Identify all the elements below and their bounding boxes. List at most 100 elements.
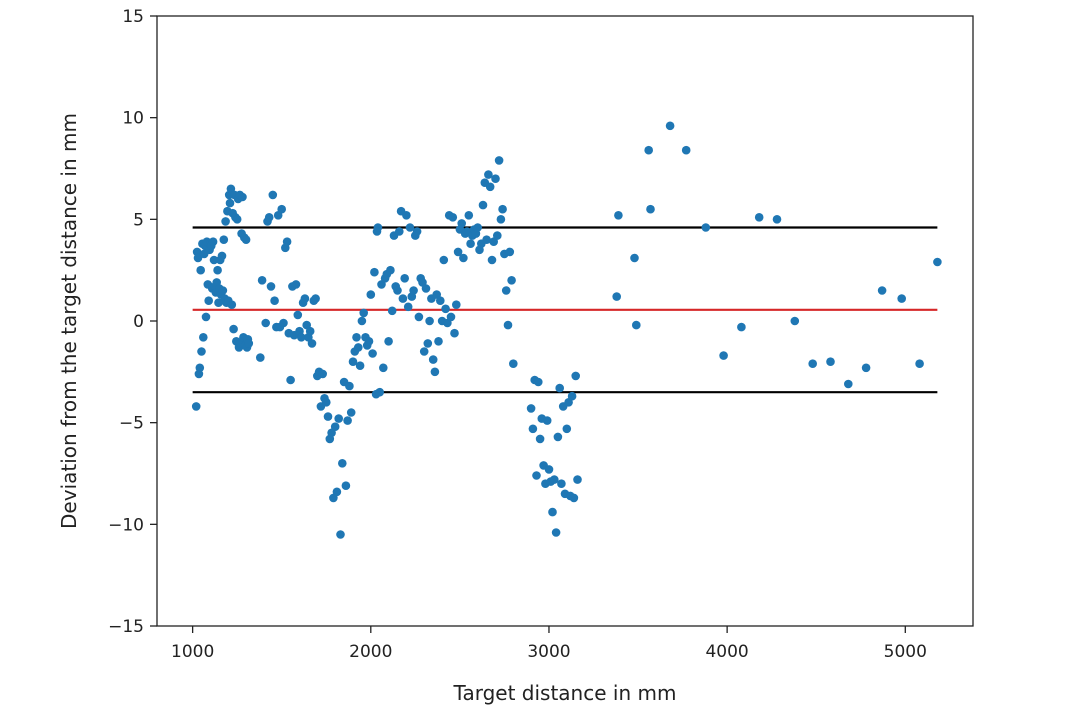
data-point — [343, 416, 352, 425]
y-tick-label: −10 — [108, 515, 144, 535]
data-point — [366, 290, 376, 299]
data-point — [532, 471, 541, 480]
data-point — [528, 424, 538, 434]
data-point — [204, 296, 213, 306]
data-point — [419, 347, 429, 356]
data-point — [551, 528, 561, 537]
data-point — [330, 422, 340, 432]
data-point — [414, 312, 424, 322]
data-point — [493, 231, 502, 240]
data-point — [535, 434, 545, 444]
data-point — [341, 481, 351, 491]
data-point — [213, 265, 222, 275]
data-point — [478, 200, 488, 210]
data-point — [421, 284, 431, 293]
data-point — [562, 424, 572, 434]
data-point — [555, 383, 564, 393]
data-point — [507, 276, 516, 285]
data-point — [354, 343, 363, 352]
data-point — [665, 121, 675, 131]
data-point — [218, 286, 228, 295]
y-tick-label: 0 — [133, 312, 144, 332]
data-point — [386, 265, 395, 275]
data-point — [209, 255, 219, 265]
data-point — [844, 379, 853, 389]
data-point — [701, 223, 711, 232]
data-point — [534, 377, 543, 387]
data-point — [277, 204, 287, 214]
data-point — [630, 253, 639, 263]
data-point — [195, 363, 205, 373]
data-point — [612, 292, 621, 301]
data-point — [352, 333, 361, 342]
data-point — [571, 371, 580, 381]
data-point — [423, 339, 433, 348]
data-point — [737, 322, 746, 332]
data-point — [405, 223, 415, 232]
data-point — [300, 294, 310, 303]
x-tick-label: 1000 — [171, 642, 214, 662]
data-point — [441, 304, 450, 314]
data-point — [485, 182, 495, 192]
data-point — [501, 286, 511, 295]
data-point — [505, 247, 515, 257]
data-point — [379, 363, 388, 373]
data-point — [790, 316, 800, 326]
data-point — [403, 302, 413, 312]
x-tick-label: 5000 — [884, 642, 927, 662]
data-point — [336, 530, 345, 539]
data-point — [430, 367, 440, 377]
data-point — [193, 253, 203, 263]
x-tick-label: 2000 — [349, 642, 392, 662]
data-point — [345, 381, 354, 391]
data-point — [681, 145, 691, 155]
data-point — [346, 408, 356, 417]
data-point — [542, 416, 552, 425]
data-point — [448, 213, 458, 222]
data-point — [826, 357, 835, 367]
data-point — [199, 333, 208, 342]
x-tick-label: 4000 — [705, 642, 748, 662]
data-point — [548, 507, 557, 517]
data-point — [567, 391, 577, 401]
data-point — [464, 211, 474, 220]
data-point — [482, 235, 491, 244]
x-tick-label: 3000 — [527, 642, 570, 662]
data-point — [214, 298, 223, 308]
y-axis-label: Deviation from the target distance in mm — [57, 113, 81, 529]
data-point — [466, 239, 475, 248]
data-point — [297, 333, 306, 342]
data-point — [436, 296, 445, 306]
data-point — [270, 296, 279, 306]
data-point — [409, 286, 418, 295]
data-point — [503, 320, 513, 330]
data-point — [459, 253, 468, 263]
data-point — [368, 349, 377, 358]
data-point — [402, 211, 411, 220]
data-point — [305, 326, 315, 336]
data-point — [257, 276, 267, 285]
data-point — [646, 204, 655, 214]
data-point — [282, 237, 292, 246]
data-point — [428, 355, 438, 364]
data-point — [348, 357, 358, 367]
data-point — [573, 475, 582, 484]
data-point — [487, 255, 497, 265]
data-point — [425, 316, 434, 326]
data-point — [191, 402, 201, 411]
data-point — [400, 274, 410, 283]
y-tick-label: 10 — [122, 109, 144, 129]
data-point — [808, 359, 817, 369]
data-point — [219, 235, 229, 244]
data-point — [412, 227, 422, 236]
data-point — [279, 318, 288, 328]
data-point — [221, 217, 230, 226]
data-point — [225, 198, 235, 208]
data-point — [550, 475, 559, 484]
y-tick-label: 5 — [133, 210, 144, 230]
data-point — [484, 170, 493, 179]
data-point — [754, 213, 764, 222]
data-point — [494, 156, 504, 165]
data-point — [387, 306, 397, 316]
data-point — [197, 347, 206, 356]
